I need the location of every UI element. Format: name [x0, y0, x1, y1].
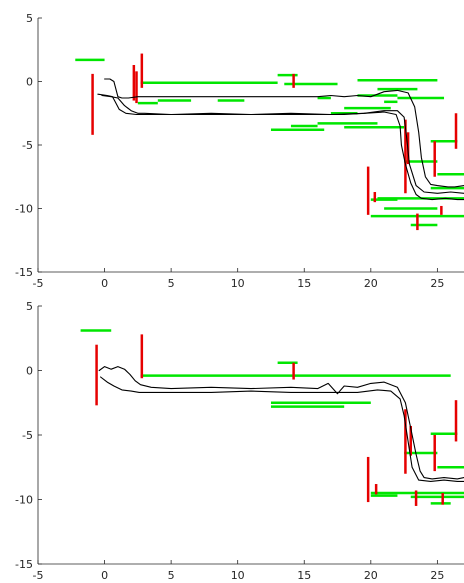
- y-tick-label: -15: [15, 558, 33, 571]
- x-tick-label: 20: [364, 569, 378, 582]
- x-tick-label: -5: [33, 569, 44, 582]
- y-tick-label: 0: [26, 76, 33, 89]
- x-tick-label: 15: [297, 569, 311, 582]
- y-tick-label: -10: [15, 203, 33, 216]
- x-tick-label: 0: [101, 569, 108, 582]
- plot-bottom: -5 0 5 10 15 20 25 5 0 -5 -10 -15: [15, 300, 464, 582]
- plot-top: -5 0 5 10 15 20 25 5 0 -5 -10 -15: [15, 12, 464, 290]
- y-tick-label: 5: [26, 12, 33, 25]
- trajectory-line: [101, 94, 464, 194]
- y-tick-label: 0: [26, 365, 33, 378]
- y-tick-label: -10: [15, 494, 33, 507]
- x-tick-label: 10: [231, 569, 245, 582]
- y-tick-label: 5: [26, 300, 33, 313]
- x-tick-label: 5: [168, 277, 175, 290]
- y-tick-label: -5: [22, 429, 33, 442]
- y-tick-label: -5: [22, 139, 33, 152]
- trajectory-line: [98, 366, 464, 480]
- x-tick-label: -5: [33, 277, 44, 290]
- x-tick-label: 25: [430, 277, 444, 290]
- x-tick-label: 20: [364, 277, 378, 290]
- x-tick-label: 15: [297, 277, 311, 290]
- x-tick-label: 10: [231, 277, 245, 290]
- x-tick-label: 25: [430, 569, 444, 582]
- y-tick-label: -15: [15, 266, 33, 279]
- trajectory-line: [104, 78, 464, 188]
- x-tick-label: 0: [101, 277, 108, 290]
- x-tick-label: 5: [168, 569, 175, 582]
- trajectory-line: [100, 376, 464, 482]
